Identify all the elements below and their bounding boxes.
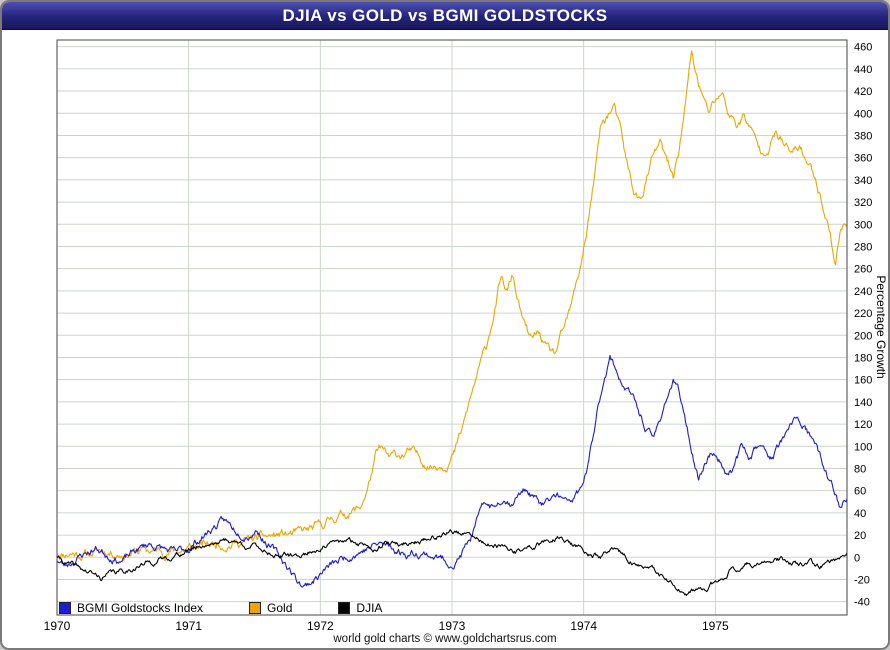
svg-text:1970: 1970 bbox=[44, 619, 71, 633]
svg-text:140: 140 bbox=[854, 397, 872, 409]
chart-title-bar: DJIA vs GOLD vs BGMI GOLDSTOCKS bbox=[2, 2, 888, 30]
footer-credit: world gold charts © www.goldchartsrus.co… bbox=[333, 633, 557, 645]
svg-text:340: 340 bbox=[854, 175, 872, 187]
svg-text:260: 260 bbox=[854, 264, 872, 276]
y-axis-title: Percentage Growth bbox=[874, 275, 888, 378]
svg-text:380: 380 bbox=[854, 130, 872, 142]
svg-text:440: 440 bbox=[854, 64, 872, 76]
svg-text:-20: -20 bbox=[854, 574, 870, 586]
legend-item-bgmi: BGMI Goldstocks Index bbox=[59, 601, 203, 615]
svg-text:300: 300 bbox=[854, 219, 872, 231]
gold-color-swatch-icon bbox=[249, 602, 262, 614]
legend-label: BGMI Goldstocks Index bbox=[77, 601, 204, 615]
svg-text:1973: 1973 bbox=[439, 619, 466, 633]
svg-text:280: 280 bbox=[854, 241, 872, 253]
svg-text:60: 60 bbox=[854, 486, 866, 498]
legend-label: Gold bbox=[267, 601, 293, 615]
djia-color-swatch-icon bbox=[338, 602, 351, 614]
svg-text:320: 320 bbox=[854, 197, 872, 209]
svg-text:40: 40 bbox=[854, 508, 866, 520]
svg-text:20: 20 bbox=[854, 530, 866, 542]
svg-text:200: 200 bbox=[854, 330, 872, 342]
svg-text:400: 400 bbox=[854, 108, 872, 120]
svg-text:240: 240 bbox=[854, 286, 872, 298]
legend-item-djia: DJIA bbox=[338, 601, 382, 615]
svg-text:1971: 1971 bbox=[175, 619, 202, 633]
svg-text:1975: 1975 bbox=[702, 619, 729, 633]
svg-text:460: 460 bbox=[854, 42, 872, 54]
svg-text:80: 80 bbox=[854, 463, 866, 475]
legend-label: DJIA bbox=[356, 601, 383, 615]
svg-text:420: 420 bbox=[854, 86, 872, 98]
svg-text:100: 100 bbox=[854, 441, 872, 453]
svg-text:0: 0 bbox=[854, 552, 860, 564]
svg-text:1972: 1972 bbox=[307, 619, 334, 633]
svg-text:-40: -40 bbox=[854, 597, 870, 609]
svg-text:160: 160 bbox=[854, 375, 872, 387]
svg-text:180: 180 bbox=[854, 352, 872, 364]
legend-item-gold: Gold bbox=[249, 601, 292, 615]
bgmi-color-swatch-icon bbox=[59, 602, 71, 614]
svg-text:360: 360 bbox=[854, 153, 872, 165]
svg-text:1974: 1974 bbox=[570, 619, 597, 633]
svg-text:120: 120 bbox=[854, 419, 872, 431]
chart-title: DJIA vs GOLD vs BGMI GOLDSTOCKS bbox=[282, 5, 608, 25]
svg-text:220: 220 bbox=[854, 308, 872, 320]
chart-legend: BGMI Goldstocks Index Gold DJIA bbox=[59, 601, 382, 615]
